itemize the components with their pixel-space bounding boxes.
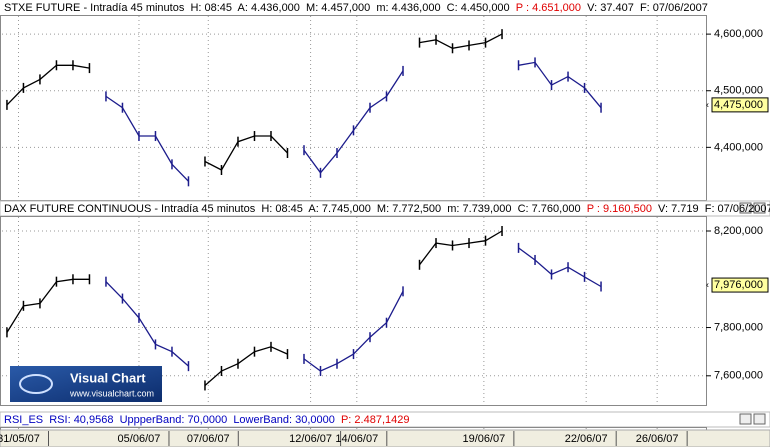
header-field: RSI_ES RSI: 40,9568 UppperBand: 70,0000 … <box>4 414 341 426</box>
price-line <box>6 64 90 106</box>
price-line <box>418 230 503 266</box>
last-arrow: ‹ <box>706 279 709 289</box>
x-tick-label: 05/06/07 <box>118 433 161 445</box>
price-line <box>303 290 404 372</box>
logo-title: Visual Chart <box>70 370 146 385</box>
window-buttons[interactable] <box>739 202 766 425</box>
logo: Visual Chart www.visualchart.com <box>10 366 162 402</box>
header-field: DAX FUTURE CONTINUOUS - Intradía 45 minu… <box>4 203 587 215</box>
x-tick-label: 22/06/07 <box>565 433 608 445</box>
x-tick-label: 26/06/07 <box>636 433 679 445</box>
price-line <box>204 135 288 171</box>
price-line <box>6 278 90 333</box>
last-value-label: 4,475,000 <box>714 99 763 111</box>
price-line <box>204 346 288 386</box>
last-value-box <box>711 277 769 293</box>
header-field: STXE FUTURE - Intradía 45 minutos H: 08:… <box>4 2 516 14</box>
header-field: V: 7.719 F: 07/06/2007 <box>652 203 770 215</box>
x-tick-label: 31/05/07 <box>0 433 40 445</box>
price-line <box>518 61 602 109</box>
header-field: P: 2.487,1429 <box>341 414 410 426</box>
price-line <box>419 33 503 49</box>
x-tick-label: 12/06/07 <box>289 433 332 445</box>
panel-frame <box>0 216 707 406</box>
x-tick-label: 07/06/07 <box>187 433 230 445</box>
price-line <box>303 70 404 174</box>
header-field: P : 4.651,000 <box>516 2 581 14</box>
panel-header-text: STXE FUTURE - Intradía 45 minutos H: 08:… <box>4 2 708 14</box>
date-axis-strip <box>0 429 770 447</box>
y-tick-label: 8,200,000 <box>714 225 763 237</box>
last-value-label: 7,976,000 <box>714 279 763 291</box>
logo-url: www.visualchart.com <box>69 388 154 398</box>
panel-header-text: DAX FUTURE CONTINUOUS - Intradía 45 minu… <box>4 203 770 215</box>
price-line <box>105 281 189 367</box>
header-field: V: 37.407 F: 07/06/2007 <box>581 2 708 14</box>
y-tick-label: 4,600,000 <box>714 28 763 40</box>
y-tick-label: 7,600,000 <box>714 370 763 382</box>
y-tick-label: 7,800,000 <box>714 321 763 333</box>
x-tick-label: 19/06/07 <box>462 433 505 445</box>
price-line <box>105 95 189 182</box>
header-field: P : 9.160,500 <box>587 203 652 215</box>
last-arrow: ‹ <box>706 99 709 109</box>
x-tick-label: 14/06/07 <box>335 433 378 445</box>
y-tick-label: 4,400,000 <box>714 141 763 153</box>
last-value-box <box>711 97 769 113</box>
panel-header-text: RSI_ES RSI: 40,9568 UppperBand: 70,0000 … <box>4 414 409 426</box>
y-tick-label: 4,500,000 <box>714 85 763 97</box>
price-line <box>518 247 602 288</box>
